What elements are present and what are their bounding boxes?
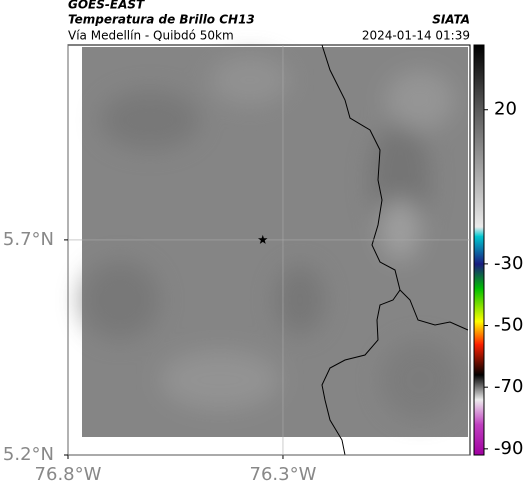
colorbar-segment xyxy=(474,263,484,290)
agency: GOES-EAST xyxy=(68,0,145,12)
colorbar-segment xyxy=(474,45,484,111)
colorbar-segment xyxy=(474,236,484,265)
boundary xyxy=(321,44,469,456)
colorbar-segment xyxy=(474,424,484,456)
colorbar-segment xyxy=(474,109,484,228)
subtitle: Vía Medellín - Quibdó 50km xyxy=(68,29,234,43)
colorbar-segment xyxy=(474,399,484,425)
colorbar-tick-label: -30 xyxy=(494,253,523,274)
imagery xyxy=(80,47,468,437)
colorbar-tick-label: 20 xyxy=(494,99,517,120)
colorbar-frame xyxy=(473,44,485,456)
y-tick-label: 5.7°N xyxy=(3,229,54,250)
colorbar-segment xyxy=(474,288,484,322)
colorbar-tick-label: -90 xyxy=(494,438,523,459)
colorbar-segment xyxy=(474,226,484,237)
colorbar-segment xyxy=(474,321,484,345)
source: SIATA xyxy=(432,13,470,27)
y-tick-label: 5.2°N xyxy=(3,444,54,465)
colorbar-tick-label: -70 xyxy=(494,376,523,397)
colorbar-segment xyxy=(474,374,484,401)
x-tick-label: 76.8°W xyxy=(35,464,102,485)
datetime: 2024-01-14 01:39 xyxy=(362,29,470,43)
x-tick-label: 76.3°W xyxy=(250,464,317,485)
colorbar-tick-label: -50 xyxy=(494,315,523,336)
colorbar-segment xyxy=(474,344,484,376)
site-marker xyxy=(258,234,268,244)
title: Temperatura de Brillo CH13 xyxy=(68,13,255,27)
